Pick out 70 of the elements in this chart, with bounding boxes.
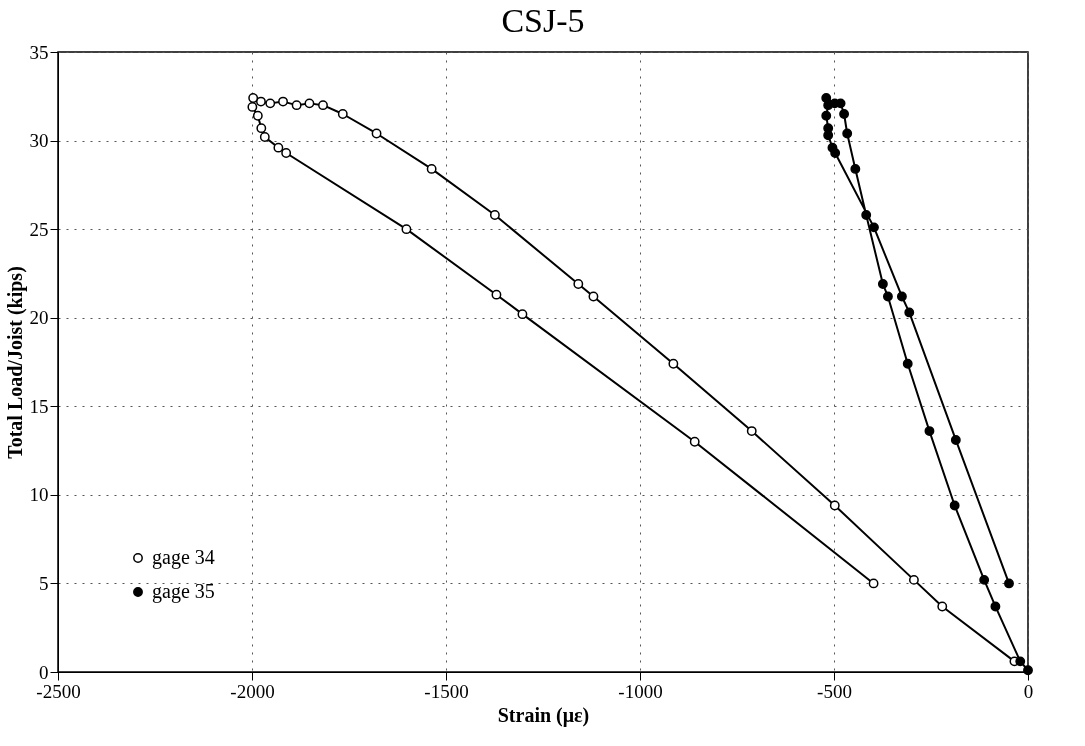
point xyxy=(252,110,263,121)
point xyxy=(259,132,270,142)
point xyxy=(868,578,879,589)
point xyxy=(950,435,961,445)
point xyxy=(1015,656,1026,667)
x-axis-title: Strain (με) xyxy=(497,703,590,727)
point xyxy=(823,100,834,111)
point xyxy=(830,148,841,158)
point xyxy=(823,130,834,141)
point xyxy=(902,358,913,369)
point xyxy=(265,98,276,109)
point xyxy=(247,101,258,112)
point xyxy=(829,500,840,511)
point xyxy=(839,109,850,119)
y-tick-label: 30 xyxy=(29,130,49,152)
point xyxy=(869,222,879,233)
point xyxy=(491,289,502,300)
point xyxy=(924,426,935,437)
point xyxy=(304,98,315,109)
point xyxy=(821,110,832,121)
point xyxy=(746,426,757,437)
legend-label: gage 34 xyxy=(152,546,215,569)
x-tick-label: 0 xyxy=(1023,680,1034,702)
point xyxy=(1023,665,1033,676)
y-tick-label: 0 xyxy=(39,661,49,683)
y-tick-label: 15 xyxy=(29,395,49,417)
point xyxy=(904,307,915,318)
point xyxy=(689,436,700,447)
point xyxy=(850,163,861,174)
point xyxy=(489,210,500,220)
point xyxy=(842,128,853,139)
point xyxy=(896,291,907,302)
point xyxy=(883,291,893,302)
point xyxy=(401,224,412,235)
x-tick-label: -2000 xyxy=(230,680,275,702)
point xyxy=(979,574,990,585)
point xyxy=(281,148,292,158)
point xyxy=(990,601,1001,612)
point xyxy=(426,163,437,174)
point xyxy=(371,128,382,139)
y-tick-label: 20 xyxy=(29,307,49,329)
y-tick-label: 5 xyxy=(39,572,49,594)
y-tick-label: 25 xyxy=(29,218,49,240)
point xyxy=(318,100,328,111)
point xyxy=(573,279,584,289)
point xyxy=(256,123,267,134)
point xyxy=(337,109,348,119)
x-tick-label: -2500 xyxy=(36,680,81,702)
point xyxy=(255,96,266,107)
y-tick-label: 10 xyxy=(29,484,49,506)
y-axis-title: Total Load/Joist (kips) xyxy=(3,266,27,459)
x-tick-label: -1000 xyxy=(618,680,663,702)
point xyxy=(949,500,960,511)
x-tick-label: -1500 xyxy=(424,680,469,702)
point xyxy=(861,210,872,220)
x-tick-label: -500 xyxy=(817,680,852,702)
point xyxy=(937,601,948,612)
y-tick-label: 35 xyxy=(29,41,49,63)
point xyxy=(908,574,919,585)
point xyxy=(291,100,302,111)
chart-title: CSJ-5 xyxy=(501,2,585,39)
point xyxy=(273,142,284,153)
point xyxy=(1004,578,1014,589)
point xyxy=(248,93,259,103)
legend-label: gage 35 xyxy=(152,580,215,603)
point xyxy=(517,309,528,320)
point xyxy=(278,96,288,107)
point xyxy=(588,291,599,302)
point xyxy=(877,279,888,289)
point xyxy=(668,358,679,369)
